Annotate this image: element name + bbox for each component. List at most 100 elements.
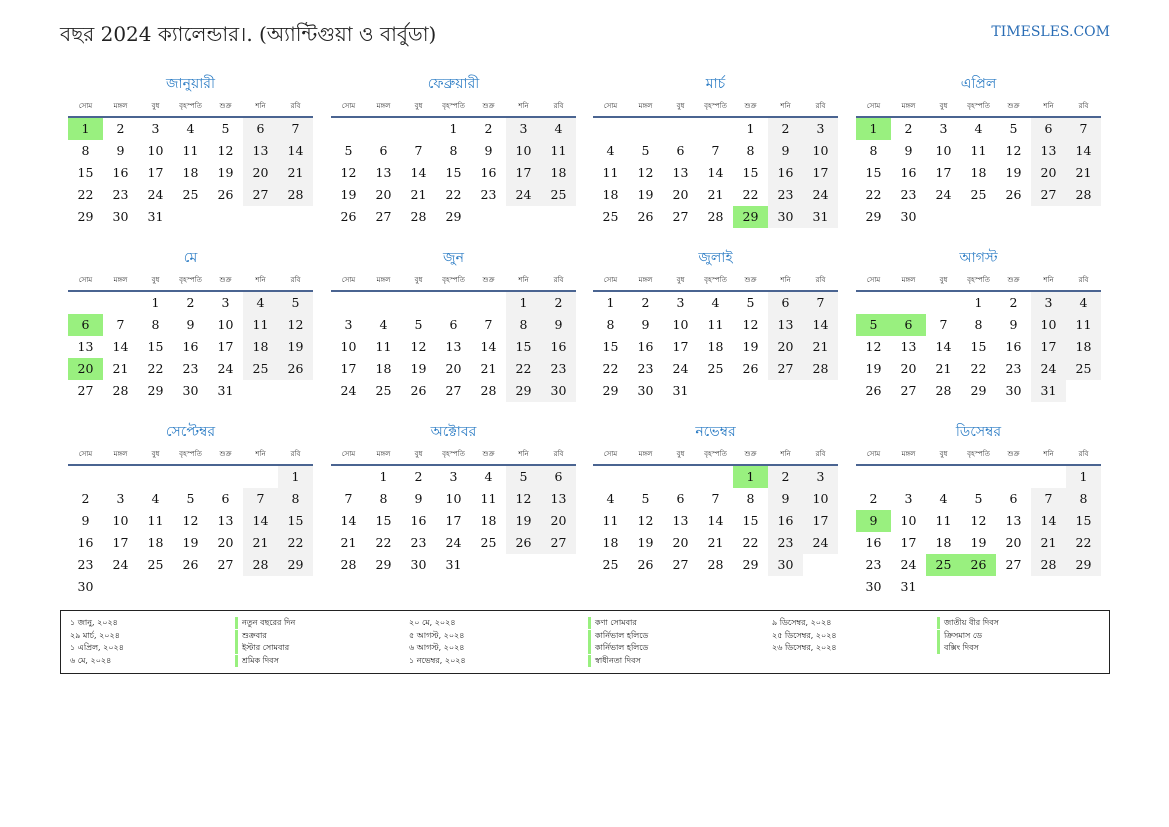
day-cell[interactable]: 2 <box>1009 295 1018 310</box>
day-cell[interactable]: 17 <box>217 339 234 354</box>
day-cell[interactable]: 8 <box>81 143 90 158</box>
day-cell[interactable]: 14 <box>803 314 838 336</box>
day-cell[interactable]: 10 <box>112 513 129 528</box>
day-cell[interactable]: 6 <box>676 143 685 158</box>
day-cell[interactable]: 20 <box>900 361 917 376</box>
day-cell[interactable]: 20 <box>768 336 803 358</box>
day-cell[interactable]: 22 <box>742 187 759 202</box>
day-cell[interactable]: 18 <box>541 162 576 184</box>
day-cell[interactable]: 10 <box>935 143 952 158</box>
day-cell[interactable]: 16 <box>900 165 917 180</box>
day-cell[interactable]: 30 <box>410 557 427 572</box>
day-cell[interactable]: 4 <box>939 491 948 506</box>
day-cell[interactable]: 12 <box>410 339 427 354</box>
day-cell[interactable]: 24 <box>217 361 234 376</box>
day-cell[interactable]: 1 <box>1066 466 1101 488</box>
day-cell[interactable]: 3 <box>344 317 353 332</box>
day-cell[interactable]: 24 <box>445 535 462 550</box>
day-cell[interactable]: 26 <box>217 187 234 202</box>
day-cell[interactable]: 15 <box>602 339 619 354</box>
day-cell[interactable]: 7 <box>484 317 493 332</box>
day-cell[interactable]: 13 <box>375 165 392 180</box>
day-cell[interactable]: 24 <box>935 187 952 202</box>
day-cell[interactable]: 27 <box>672 209 689 224</box>
day-cell[interactable]: 9 <box>768 140 803 162</box>
day-cell[interactable]: 29 <box>445 209 462 224</box>
day-cell[interactable]: 22 <box>147 361 164 376</box>
day-cell[interactable]: 4 <box>484 469 493 484</box>
day-cell[interactable]: 31 <box>1031 380 1066 402</box>
day-cell[interactable]: 3 <box>116 491 125 506</box>
day-cell[interactable]: 17 <box>900 535 917 550</box>
day-cell[interactable]: 16 <box>768 162 803 184</box>
day-cell[interactable]: 12 <box>217 143 234 158</box>
day-cell[interactable]: 4 <box>541 118 576 140</box>
day-cell[interactable]: 20 <box>672 535 689 550</box>
day-cell[interactable]: 27 <box>217 557 234 572</box>
day-cell[interactable]: 29 <box>375 557 392 572</box>
day-cell[interactable]: 4 <box>974 121 983 136</box>
day-cell[interactable]: 29 <box>147 383 164 398</box>
day-cell[interactable]: 26 <box>182 557 199 572</box>
day-cell[interactable]: 17 <box>506 162 541 184</box>
day-cell[interactable]: 4 <box>606 491 615 506</box>
day-cell[interactable]: 20 <box>217 535 234 550</box>
day-cell[interactable]: 28 <box>707 557 724 572</box>
day-cell[interactable]: 21 <box>480 361 497 376</box>
day-cell[interactable]: 11 <box>375 339 392 354</box>
day-cell[interactable]: 16 <box>637 339 654 354</box>
day-cell[interactable]: 28 <box>1066 184 1101 206</box>
day-cell[interactable]: 24 <box>803 184 838 206</box>
day-cell[interactable]: 2 <box>869 491 878 506</box>
day-cell[interactable]: 7 <box>344 491 353 506</box>
day-cell[interactable]: 8 <box>606 317 615 332</box>
day-cell[interactable]: 14 <box>278 140 313 162</box>
day-cell[interactable]: 27 <box>445 383 462 398</box>
day-cell[interactable]: 6 <box>449 317 458 332</box>
day-cell[interactable]: 10 <box>803 488 838 510</box>
day-cell[interactable]: 22 <box>77 187 94 202</box>
day-cell[interactable]: 8 <box>746 143 755 158</box>
day-cell[interactable]: 7 <box>243 488 278 510</box>
day-cell[interactable]: 12 <box>278 314 313 336</box>
day-cell[interactable]: 29 <box>970 383 987 398</box>
day-cell[interactable]: 16 <box>1005 339 1022 354</box>
day-cell[interactable]: 14 <box>935 339 952 354</box>
day-cell[interactable]: 1 <box>746 121 755 136</box>
day-cell[interactable]: 31 <box>217 383 234 398</box>
day-cell[interactable]: 2 <box>414 469 423 484</box>
day-cell[interactable]: 14 <box>112 339 129 354</box>
day-cell[interactable]: 23 <box>480 187 497 202</box>
day-cell[interactable]: 24 <box>147 187 164 202</box>
day-cell[interactable]: 18 <box>243 336 278 358</box>
day-cell[interactable]: 25 <box>602 209 619 224</box>
day-cell[interactable]: 24 <box>900 557 917 572</box>
day-cell[interactable]: 2 <box>484 121 493 136</box>
day-cell[interactable]: 7 <box>939 317 948 332</box>
day-cell[interactable]: 7 <box>1066 118 1101 140</box>
day-cell[interactable]: 1 <box>449 121 458 136</box>
day-cell[interactable]: 31 <box>900 579 917 594</box>
day-cell[interactable]: 30 <box>112 209 129 224</box>
day-cell[interactable]: 16 <box>410 513 427 528</box>
day-cell[interactable]: 16 <box>865 535 882 550</box>
day-cell[interactable]: 3 <box>1031 292 1066 314</box>
day-cell[interactable]: 9 <box>856 510 891 532</box>
day-cell[interactable]: 25 <box>707 361 724 376</box>
day-cell[interactable]: 25 <box>480 535 497 550</box>
day-cell[interactable]: 6 <box>243 118 278 140</box>
day-cell[interactable]: 9 <box>116 143 125 158</box>
day-cell[interactable]: 17 <box>672 339 689 354</box>
day-cell[interactable]: 1 <box>68 118 103 140</box>
day-cell[interactable]: 22 <box>742 535 759 550</box>
day-cell[interactable]: 15 <box>147 339 164 354</box>
day-cell[interactable]: 20 <box>541 510 576 532</box>
day-cell[interactable]: 30 <box>1005 383 1022 398</box>
day-cell[interactable]: 3 <box>506 118 541 140</box>
day-cell[interactable]: 10 <box>672 317 689 332</box>
day-cell[interactable]: 5 <box>414 317 423 332</box>
day-cell[interactable]: 19 <box>217 165 234 180</box>
day-cell[interactable]: 2 <box>541 292 576 314</box>
day-cell[interactable]: 7 <box>278 118 313 140</box>
day-cell[interactable]: 9 <box>768 488 803 510</box>
